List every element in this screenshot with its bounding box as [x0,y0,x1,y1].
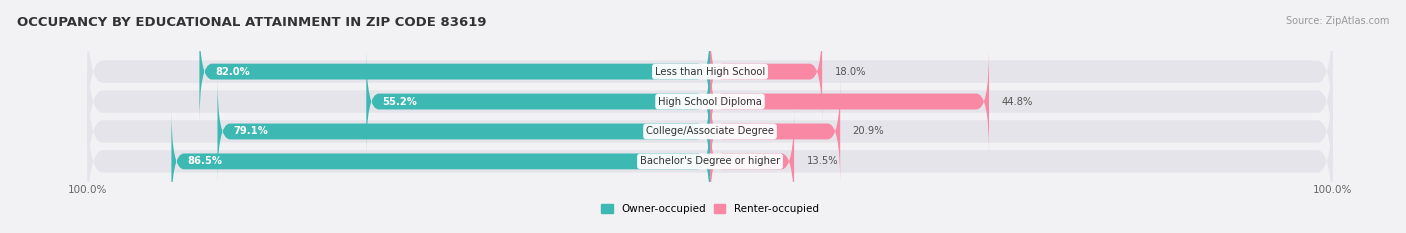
FancyBboxPatch shape [367,50,710,154]
Text: 79.1%: 79.1% [233,127,269,137]
FancyBboxPatch shape [710,79,841,183]
FancyBboxPatch shape [200,20,710,123]
FancyBboxPatch shape [710,50,988,154]
FancyBboxPatch shape [87,98,1333,225]
Legend: Owner-occupied, Renter-occupied: Owner-occupied, Renter-occupied [598,200,823,218]
FancyBboxPatch shape [87,38,1333,165]
Text: 44.8%: 44.8% [1001,96,1033,106]
FancyBboxPatch shape [710,110,794,213]
Text: High School Diploma: High School Diploma [658,96,762,106]
Text: 55.2%: 55.2% [382,96,416,106]
Text: 18.0%: 18.0% [835,67,866,77]
Text: Bachelor's Degree or higher: Bachelor's Degree or higher [640,156,780,166]
Text: 86.5%: 86.5% [187,156,222,166]
FancyBboxPatch shape [172,110,710,213]
FancyBboxPatch shape [87,68,1333,195]
Text: Source: ZipAtlas.com: Source: ZipAtlas.com [1285,16,1389,26]
FancyBboxPatch shape [87,8,1333,135]
Text: 82.0%: 82.0% [215,67,250,77]
FancyBboxPatch shape [710,20,823,123]
FancyBboxPatch shape [218,79,710,183]
Text: Less than High School: Less than High School [655,67,765,77]
Text: College/Associate Degree: College/Associate Degree [645,127,775,137]
Text: OCCUPANCY BY EDUCATIONAL ATTAINMENT IN ZIP CODE 83619: OCCUPANCY BY EDUCATIONAL ATTAINMENT IN Z… [17,16,486,29]
Text: 13.5%: 13.5% [807,156,838,166]
Text: 20.9%: 20.9% [852,127,884,137]
